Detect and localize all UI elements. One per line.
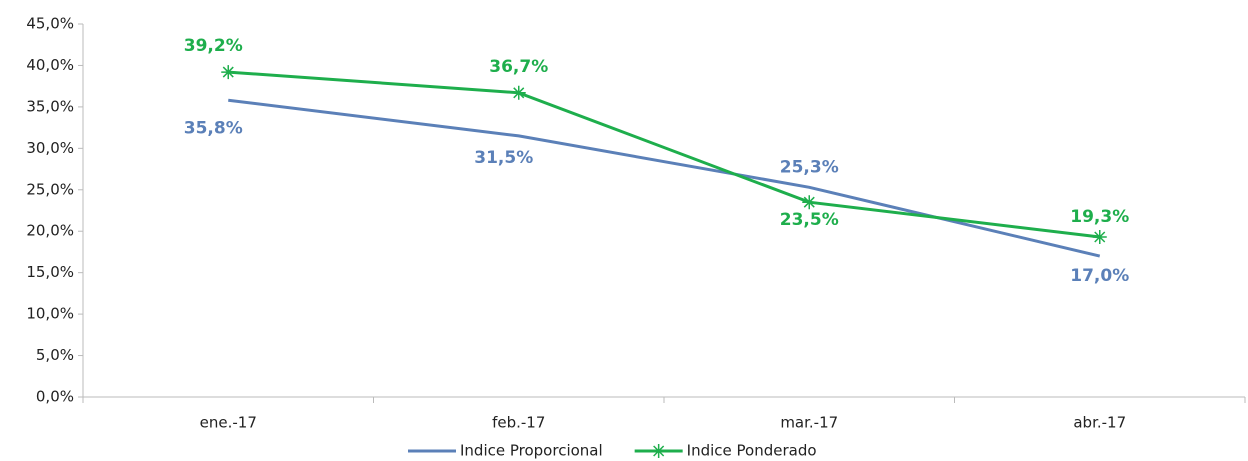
data-label: 31,5%: [474, 148, 533, 168]
y-tick-label: 20,0%: [26, 222, 74, 240]
marker: [1092, 230, 1107, 245]
series-line: [228, 98, 1101, 258]
legend-label: Indice Ponderado: [687, 442, 817, 460]
data-label: 23,5%: [780, 210, 839, 230]
data-label: 25,3%: [780, 157, 839, 177]
x-tick-label: feb.-17: [492, 414, 545, 432]
y-tick-label: 40,0%: [26, 56, 74, 74]
series-line: [228, 70, 1100, 239]
data-label: 17,0%: [1070, 266, 1129, 286]
data-label: 19,3%: [1070, 207, 1129, 227]
legend-marker: [651, 444, 666, 458]
x-tick-label: mar.-17: [780, 414, 838, 432]
y-tick-label: 0,0%: [36, 388, 74, 406]
marker: [221, 65, 236, 80]
x-tick-label: abr.-17: [1073, 414, 1126, 432]
data-label: 35,8%: [184, 118, 243, 138]
y-tick-label: 25,0%: [26, 180, 74, 198]
data-label: 39,2%: [184, 36, 243, 56]
y-tick-label: 30,0%: [26, 139, 74, 157]
y-tick-label: 5,0%: [36, 346, 74, 364]
legend-label: Indice Proporcional: [460, 442, 603, 460]
data-label: 36,7%: [489, 57, 548, 77]
marker: [511, 85, 526, 100]
y-tick-label: 10,0%: [26, 305, 74, 323]
y-tick-label: 45,0%: [26, 15, 74, 33]
y-tick-label: 15,0%: [26, 263, 74, 281]
marker: [802, 195, 817, 210]
y-tick-label: 35,0%: [26, 97, 74, 115]
x-tick-label: ene.-17: [200, 414, 257, 432]
